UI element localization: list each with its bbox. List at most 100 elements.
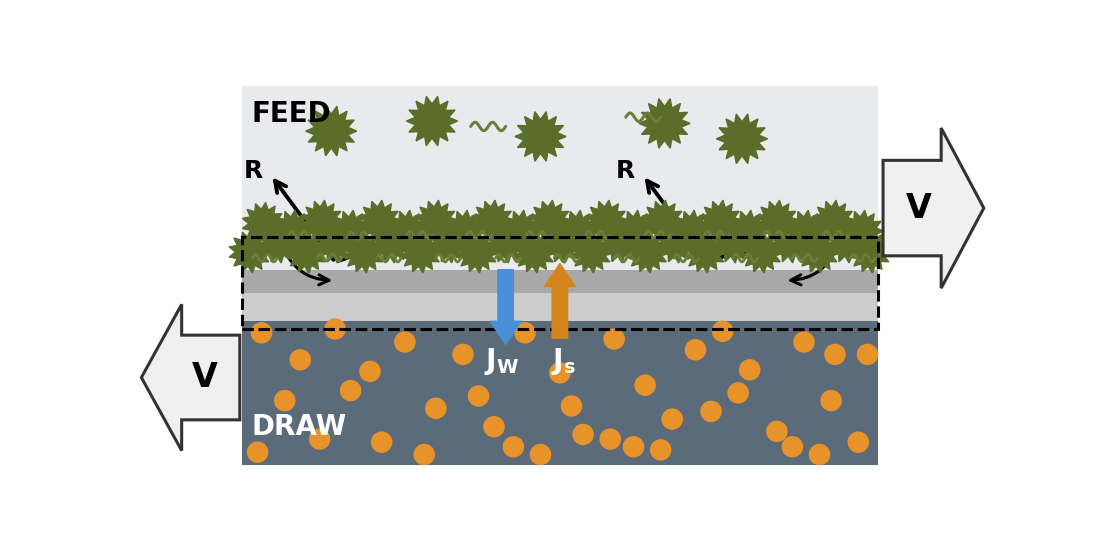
- Circle shape: [767, 421, 786, 441]
- Circle shape: [604, 329, 624, 349]
- Circle shape: [810, 445, 829, 464]
- Circle shape: [415, 445, 434, 464]
- Circle shape: [469, 386, 488, 406]
- Polygon shape: [386, 210, 429, 252]
- Circle shape: [341, 381, 361, 400]
- Circle shape: [858, 345, 878, 364]
- Circle shape: [782, 437, 803, 457]
- Polygon shape: [712, 221, 754, 263]
- Circle shape: [561, 396, 582, 416]
- Polygon shape: [700, 200, 741, 242]
- Polygon shape: [399, 231, 442, 273]
- Bar: [242, 321, 878, 465]
- Circle shape: [504, 437, 524, 457]
- Polygon shape: [444, 210, 486, 252]
- Text: FEED: FEED: [252, 100, 331, 129]
- Polygon shape: [371, 221, 412, 263]
- Circle shape: [701, 401, 722, 421]
- Circle shape: [326, 319, 345, 339]
- FancyArrow shape: [544, 264, 575, 338]
- Polygon shape: [529, 200, 571, 242]
- Text: R: R: [616, 159, 636, 183]
- Circle shape: [309, 429, 330, 449]
- Polygon shape: [428, 221, 471, 263]
- Polygon shape: [500, 210, 542, 252]
- Circle shape: [550, 363, 570, 383]
- Polygon shape: [570, 231, 613, 273]
- FancyArrow shape: [491, 270, 521, 345]
- Circle shape: [453, 345, 473, 364]
- Polygon shape: [826, 221, 868, 263]
- Polygon shape: [142, 304, 240, 451]
- Polygon shape: [359, 200, 400, 242]
- Polygon shape: [756, 200, 799, 242]
- Circle shape: [290, 350, 310, 370]
- Polygon shape: [301, 200, 343, 242]
- Circle shape: [372, 432, 392, 452]
- Circle shape: [484, 417, 504, 437]
- Polygon shape: [671, 210, 713, 252]
- Polygon shape: [656, 221, 697, 263]
- Polygon shape: [272, 210, 313, 252]
- Circle shape: [530, 445, 551, 464]
- Polygon shape: [785, 210, 827, 252]
- Polygon shape: [798, 231, 839, 273]
- Polygon shape: [485, 221, 527, 263]
- Polygon shape: [813, 200, 855, 242]
- Polygon shape: [541, 221, 583, 263]
- Polygon shape: [456, 231, 498, 273]
- Circle shape: [662, 409, 682, 429]
- Polygon shape: [514, 231, 556, 273]
- Polygon shape: [557, 210, 600, 252]
- Circle shape: [713, 321, 733, 341]
- Polygon shape: [330, 210, 372, 252]
- Bar: [242, 293, 878, 321]
- Text: $\mathbf{J_W}$: $\mathbf{J_W}$: [484, 346, 519, 377]
- Circle shape: [248, 442, 267, 462]
- Polygon shape: [615, 210, 657, 252]
- Polygon shape: [842, 210, 883, 252]
- Circle shape: [821, 391, 842, 411]
- Text: R: R: [244, 159, 263, 183]
- Circle shape: [426, 398, 446, 418]
- Polygon shape: [242, 202, 285, 245]
- Circle shape: [360, 362, 381, 381]
- Text: DRAW: DRAW: [252, 412, 346, 441]
- Text: $\mathbf{J_s}$: $\mathbf{J_s}$: [551, 346, 576, 377]
- Circle shape: [624, 437, 644, 457]
- Circle shape: [275, 391, 295, 411]
- Polygon shape: [229, 231, 272, 273]
- Polygon shape: [585, 200, 628, 242]
- Polygon shape: [286, 231, 328, 273]
- Circle shape: [848, 432, 868, 452]
- Circle shape: [728, 383, 748, 403]
- Polygon shape: [769, 221, 812, 263]
- Polygon shape: [727, 210, 770, 252]
- Polygon shape: [306, 106, 356, 156]
- Bar: [242, 86, 878, 270]
- Text: V: V: [905, 191, 932, 225]
- Circle shape: [515, 323, 535, 343]
- Polygon shape: [343, 231, 385, 273]
- Polygon shape: [642, 200, 684, 242]
- Polygon shape: [849, 231, 891, 273]
- Circle shape: [739, 360, 760, 380]
- Circle shape: [794, 332, 814, 352]
- Polygon shape: [716, 114, 768, 164]
- Polygon shape: [598, 221, 641, 263]
- Polygon shape: [740, 231, 783, 273]
- Polygon shape: [257, 221, 300, 263]
- Circle shape: [252, 323, 272, 343]
- Polygon shape: [627, 231, 669, 273]
- Circle shape: [601, 429, 620, 449]
- Bar: [242, 237, 878, 329]
- Polygon shape: [639, 98, 690, 148]
- Circle shape: [650, 440, 671, 460]
- Circle shape: [635, 375, 656, 395]
- Circle shape: [685, 340, 705, 360]
- Circle shape: [573, 424, 593, 445]
- Polygon shape: [415, 200, 458, 242]
- Text: V: V: [191, 361, 218, 394]
- Polygon shape: [315, 221, 356, 263]
- Bar: [242, 270, 878, 293]
